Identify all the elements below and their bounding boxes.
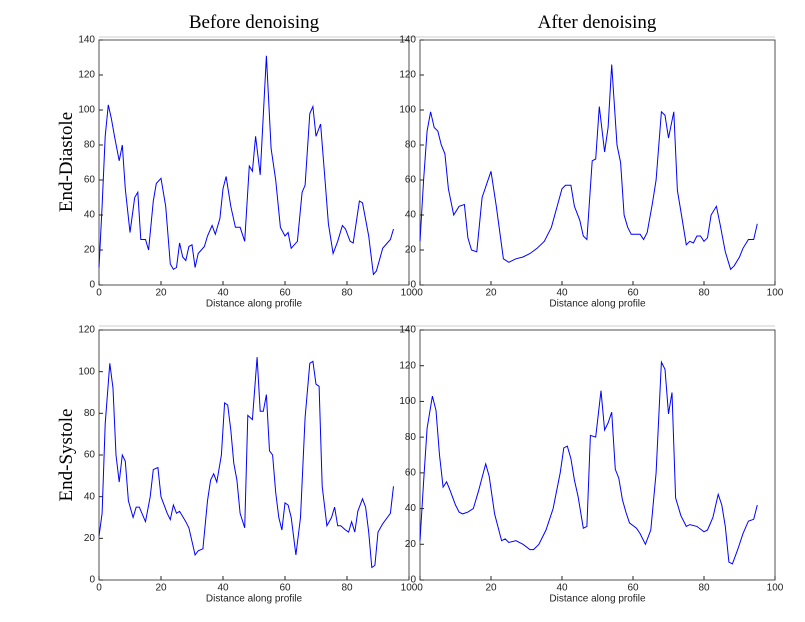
- y-tick-label: 120: [78, 325, 95, 336]
- y-tick-label: 100: [78, 105, 95, 116]
- y-tick-label: 0: [89, 280, 95, 291]
- y-tick-label: 140: [399, 35, 416, 46]
- y-tick-label: 0: [410, 575, 416, 586]
- row-label: End-Systole: [56, 409, 77, 502]
- data-line: [98, 357, 394, 569]
- data-line: [98, 55, 394, 276]
- y-tick-label: 80: [84, 408, 96, 419]
- y-tick-label: 80: [405, 432, 417, 443]
- y-tick-label: 40: [405, 503, 417, 514]
- x-tick-label: 100: [401, 288, 418, 299]
- y-tick-label: 0: [410, 280, 416, 291]
- x-tick-label: 20: [485, 583, 497, 594]
- x-tick-label: 80: [698, 288, 710, 299]
- y-tick-label: 120: [399, 360, 416, 371]
- y-tick-label: 100: [399, 105, 416, 116]
- column-title: Before denoising: [189, 12, 320, 33]
- y-tick-label: 140: [78, 35, 95, 46]
- x-tick-label: 100: [767, 583, 784, 594]
- x-tick-label: 40: [556, 583, 568, 594]
- x-tick-label: 0: [417, 288, 423, 299]
- x-tick-label: 40: [217, 288, 229, 299]
- y-tick-label: 20: [405, 245, 417, 256]
- y-tick-label: 120: [399, 70, 416, 81]
- x-tick-label: 0: [417, 583, 423, 594]
- x-tick-label: 20: [485, 288, 497, 299]
- x-axis-label: Distance along profile: [549, 594, 646, 605]
- column-title: After denoising: [538, 12, 657, 33]
- y-tick-label: 120: [78, 70, 95, 81]
- y-tick-label: 20: [84, 533, 96, 544]
- y-tick-label: 20: [405, 539, 417, 550]
- x-tick-label: 0: [96, 583, 102, 594]
- axes-box: [419, 39, 776, 286]
- y-tick-label: 100: [399, 396, 416, 407]
- x-tick-label: 100: [767, 288, 784, 299]
- x-tick-label: 20: [155, 583, 167, 594]
- y-tick-label: 60: [405, 467, 417, 478]
- y-tick-label: 40: [84, 210, 96, 221]
- axes-box: [98, 329, 410, 581]
- x-tick-label: 80: [698, 583, 710, 594]
- y-tick-label: 100: [78, 366, 95, 377]
- y-tick-label: 60: [84, 175, 96, 186]
- x-axis-label: Distance along profile: [206, 594, 303, 605]
- axes-box: [98, 39, 410, 286]
- data-line: [419, 64, 758, 271]
- x-tick-label: 60: [279, 583, 291, 594]
- x-tick-label: 40: [556, 288, 568, 299]
- row-label: End-Diastole: [56, 112, 77, 212]
- x-tick-label: 80: [341, 583, 353, 594]
- y-tick-label: 60: [84, 450, 96, 461]
- y-tick-label: 40: [405, 210, 417, 221]
- x-tick-label: 60: [279, 288, 291, 299]
- y-tick-label: 60: [405, 175, 417, 186]
- axes-box: [419, 329, 776, 581]
- x-tick-label: 40: [217, 583, 229, 594]
- y-tick-label: 80: [84, 140, 96, 151]
- y-tick-label: 140: [399, 325, 416, 336]
- x-tick-label: 100: [401, 583, 418, 594]
- x-axis-label: Distance along profile: [549, 299, 646, 310]
- y-tick-label: 40: [84, 491, 96, 502]
- y-tick-label: 20: [84, 245, 96, 256]
- y-tick-label: 80: [405, 140, 417, 151]
- x-tick-label: 60: [627, 288, 639, 299]
- x-tick-label: 80: [341, 288, 353, 299]
- y-tick-label: 0: [89, 575, 95, 586]
- x-tick-label: 60: [627, 583, 639, 594]
- x-tick-label: 0: [96, 288, 102, 299]
- x-tick-label: 20: [155, 288, 167, 299]
- x-axis-label: Distance along profile: [206, 299, 303, 310]
- data-line: [419, 360, 758, 565]
